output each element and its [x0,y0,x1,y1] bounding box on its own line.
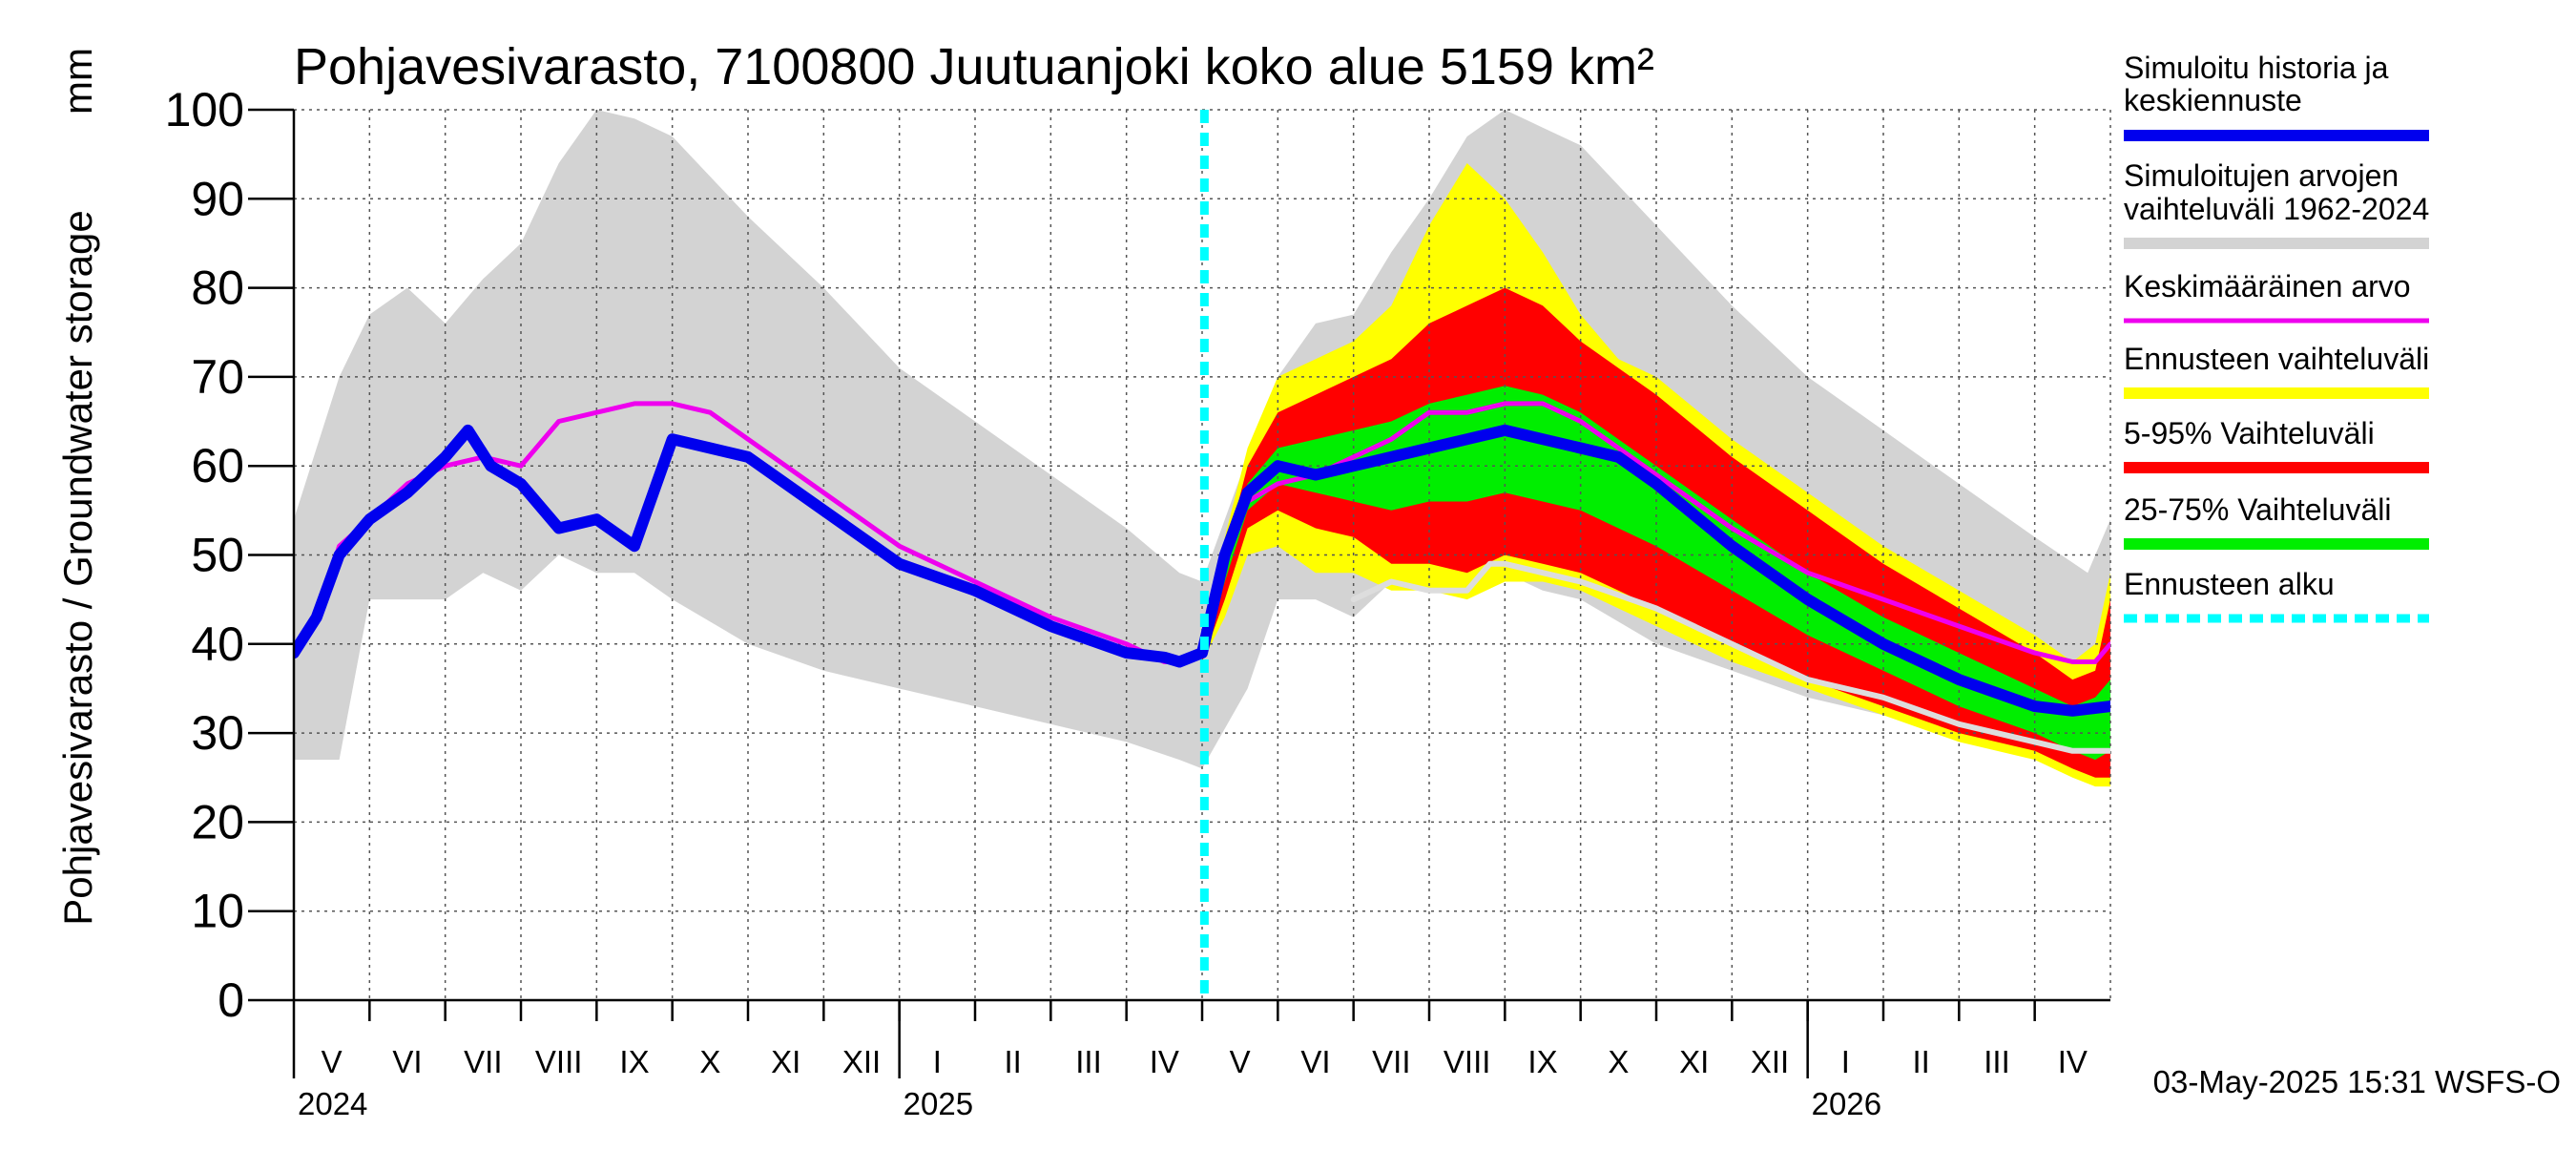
legend-label-line-1: Simuloitu historia ja [2124,51,2389,85]
y-axis-label: Pohjavesivarasto / Groundwater storage [55,210,100,925]
y-axis-unit: mm [55,48,100,115]
y-tick-label: 50 [191,529,244,582]
y-tick-label: 10 [191,885,244,938]
x-year-label: 2025 [904,1086,973,1121]
legend-label-line-2: vaihteluväli 1962-2024 [2124,192,2429,226]
legend-label: Simuloitujen arvojen vaihteluväli 1962-20… [2124,158,2429,226]
legend-label-line-1: Simuloitujen arvojen [2124,158,2399,193]
legend-label: Ennusteen vaihteluväli [2124,342,2429,376]
grid-layer [294,109,2111,1000]
legend-label: 25-75% Vaihteluväli [2124,492,2391,527]
x-month-label: V [1230,1044,1251,1079]
legend-label: Keskimääräinen arvo [2124,269,2411,303]
x-month-label: II [1912,1044,1929,1079]
x-month-label: VIII [535,1044,583,1079]
legend-item-4: 5-95% Vaihteluväli [2124,416,2429,473]
legend-item-3: Ennusteen vaihteluväli [2124,342,2429,399]
y-tick-label: 70 [191,350,244,404]
series-line-6 [1350,560,2110,754]
x-month-label: V [322,1044,343,1079]
x-month-label: IX [1527,1044,1557,1079]
line-layer [294,110,2110,1000]
legend-label: Ennusteen alku [2124,567,2335,601]
y-tick-label: 0 [218,973,244,1027]
x-month-label: X [1608,1044,1629,1079]
legend: Simuloitu historia ja keskiennusteSimuloi… [2124,51,2429,623]
legend-item-1: Simuloitujen arvojen vaihteluväli 1962-20… [2124,158,2429,249]
x-month-label: VII [1372,1044,1410,1079]
x-month-label: VI [1300,1044,1330,1079]
legend-item-6: Ennusteen alku [2124,567,2429,623]
legend-label: Simuloitu historia ja keskiennuste [2124,51,2389,117]
x-month-label: III [1075,1044,1102,1079]
x-month-label: XII [842,1044,881,1079]
legend-item-2: Keskimääräinen arvo [2124,269,2429,324]
x-month-label: VII [464,1044,502,1079]
y-tick-label: 100 [165,83,244,136]
y-tick-label: 80 [191,261,244,315]
y-tick-label: 90 [191,172,244,225]
x-month-label: I [933,1044,942,1079]
x-month-label: II [1004,1044,1021,1079]
x-month-label: XI [1679,1044,1709,1079]
legend-item-5: 25-75% Vaihteluväli [2124,492,2429,550]
timestamp: 03-May-2025 15:31 WSFS-O [2153,1064,2561,1099]
band-series-3 [1202,386,2110,761]
legend-label: 5-95% Vaihteluväli [2124,416,2375,450]
y-tick-label: 60 [191,439,244,492]
legend-item-0: Simuloitu historia ja keskiennuste [2124,51,2429,141]
x-year-label: 2024 [298,1086,367,1121]
x-month-label: XI [771,1044,800,1079]
x-month-label: IV [2058,1044,2088,1079]
x-month-label: X [699,1044,720,1079]
x-month-label: IV [1150,1044,1179,1079]
x-month-label: VI [392,1044,422,1079]
y-tick-label: 20 [191,795,244,848]
x-month-label: IX [619,1044,649,1079]
x-month-label: XII [1751,1044,1789,1079]
series-line-5 [294,424,2110,717]
chart-title: Pohjavesivarasto, 7100800 Juutuanjoki ko… [294,38,1654,95]
x-month-label: III [1984,1044,2010,1079]
legend-label-line-2: keskiennuste [2124,83,2302,117]
x-month-label: VIII [1444,1044,1491,1079]
y-tick-label: 30 [191,706,244,760]
y-tick-label: 40 [191,617,244,671]
x-month-label: I [1841,1044,1850,1079]
x-year-label: 2026 [1812,1086,1881,1121]
